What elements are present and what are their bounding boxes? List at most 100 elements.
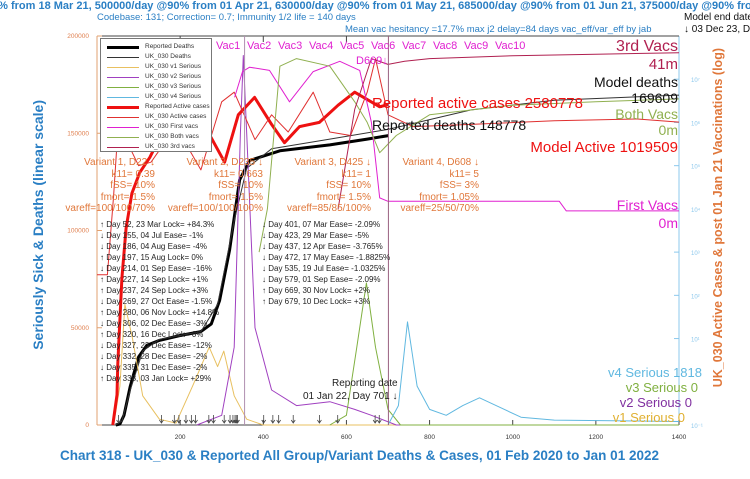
variant-vareff: vareff=100/100/70% — [65, 203, 155, 214]
variant-vareff: vareff=85/85/100% — [286, 203, 371, 214]
series-uk-030-v1-serious — [113, 303, 679, 426]
series-layer — [97, 52, 680, 427]
vac-label: Vac10 — [495, 40, 526, 52]
model-active-label: Model Active 1019509 — [530, 139, 678, 156]
legend-item: UK_030 v4 Serious — [107, 92, 201, 102]
variant-k11: k11= 0.663 — [213, 168, 263, 180]
x-tick-label: 1400 — [672, 434, 687, 441]
legend-label: UK_030 v4 Serious — [145, 93, 202, 100]
legend-swatch — [107, 105, 139, 109]
y2-tick-label: 10¹ — [691, 338, 700, 344]
event-markers — [116, 36, 389, 425]
series-uk-030-deaths — [115, 94, 680, 426]
event-arrow-icon — [372, 415, 378, 424]
model-deaths-value: 169609 — [631, 90, 678, 106]
legend-label: UK_030 Active cases — [145, 113, 207, 120]
third-vacs-label: 3rd Vacs — [616, 38, 678, 55]
legend-label: UK_030 First vacs — [145, 123, 199, 130]
event-annotation: ↓ Day 579, 01 Sep Ease= -2.09% — [262, 275, 381, 284]
vac-label: Vac9 — [464, 40, 489, 52]
x-tick-label: 400 — [258, 434, 269, 441]
x-tick-label: 600 — [341, 434, 352, 441]
reported-deaths-label: Reported deaths 148778 — [372, 117, 527, 133]
v4-serious-label: v4 Serious 1818 — [608, 365, 702, 380]
x-tick-label: 200 — [175, 434, 186, 441]
chart-header-line3: Mean vac hesitancy =17.7% max j2 delay=8… — [345, 24, 652, 35]
first-vacs-value: 0m — [658, 215, 678, 231]
event-arrow-icon — [270, 415, 276, 424]
y2-tick-label: 10⁻¹ — [691, 424, 703, 430]
event-arrow-icon — [116, 415, 121, 424]
variant-fss: fSS= 3% — [439, 180, 479, 191]
y2-axis-title: UK_030 Active Cases & post 01 Jan 21 Vac… — [711, 48, 725, 388]
vac-label: Vac4 — [309, 40, 334, 52]
event-arrow-icon — [290, 415, 296, 424]
variant-4-annotation: Variant 4, D608 ↓ k11= 5 fSS= 3% fmort= 1.0… — [379, 157, 480, 215]
legend-swatch — [107, 86, 139, 88]
series-reported-deaths — [115, 134, 389, 427]
legend-label: UK_030 v2 Serious — [145, 73, 202, 80]
event-annotation: ↓ Day 335, 31 Dec Ease= -2% — [100, 363, 208, 372]
event-arrow-icon — [211, 415, 216, 424]
variant-title: Variant 4, D608 ↓ — [402, 157, 479, 168]
reported-active-label: Reported active cases 2580778 — [372, 95, 583, 112]
event-arrow-icon — [206, 415, 212, 424]
event-arrow-icon — [376, 415, 382, 424]
event-annotation: ↓ Day 535, 19 Jul Ease= -1.0325% — [262, 264, 386, 273]
model-end-date: Model end date ↓ 03 Dec 23, Day — [684, 12, 750, 36]
legend-swatch — [107, 116, 139, 118]
legend-item: UK_030 Both vacs — [107, 132, 199, 142]
event-annotation: ↓ Day 269, 27 Oct Ease= -1.5% — [100, 297, 213, 306]
x-tick-label: 1200 — [589, 434, 604, 441]
event-annotation: ↓ Day 401, 07 Mar Ease= -2.09% — [262, 220, 381, 229]
y2-tick-label: 10³ — [691, 251, 700, 257]
v2-serious-label: v2 Serious 0 — [619, 395, 692, 410]
series-uk-030-3rd-vacs — [337, 52, 680, 209]
event-arrow-icon — [193, 415, 198, 424]
model-end-value: ↓ 03 Dec 23, Day — [684, 24, 750, 35]
legend-swatch — [107, 76, 139, 78]
v3-serious-label: v3 Serious 0 — [625, 380, 698, 395]
chart-header-line2: Codebase: 131; Correction= 0.7; Immunity… — [97, 12, 356, 23]
third-vacs-value: 41m — [648, 56, 678, 73]
y-tick-label: 150000 — [67, 130, 89, 137]
vac-label: Vac8 — [433, 40, 458, 52]
event-annotation: ↓ Day 332, 28 Dec Ease= -2% — [100, 352, 208, 361]
variant-1-annotation: Variant 1, D22 ↓ k11= 0.39 fSS= 10% fmort= … — [55, 157, 155, 215]
event-annotation: ↑ Day 320, 16 Dec Lock= 0% — [100, 330, 204, 339]
variant-title: Variant 1, D22 ↓ — [84, 157, 155, 168]
event-annotation: ↓ Day 306, 02 Dec Ease= -3% — [100, 319, 208, 328]
legend-swatch — [107, 96, 139, 98]
legend-swatch — [107, 56, 139, 58]
event-arrow-icon — [159, 415, 164, 424]
event-arrow-icon — [227, 415, 233, 424]
legend-item: UK_030 First vacs — [107, 122, 198, 132]
legend-swatch — [107, 126, 139, 128]
event-arrow-icon — [335, 415, 341, 424]
variant-fmort: fmort= 1.05% — [419, 191, 479, 203]
x-tick-label: 1000 — [505, 434, 520, 441]
legend-item: Reported Active cases — [107, 102, 210, 112]
series-uk-030-v3-serious — [329, 282, 679, 426]
y-tick-label: 200000 — [67, 33, 89, 40]
event-annotation: ↑ Day 227, 14 Sep Lock= +1% — [100, 275, 209, 284]
vac-last-day: D669↓ — [356, 55, 388, 67]
model-end-label: Model end date — [684, 12, 750, 23]
legend-item: UK_030 v3 Serious — [107, 82, 201, 92]
variant-fmort: fmort= 1.5% — [316, 191, 371, 203]
event-arrow-icon — [261, 415, 267, 424]
event-annotation: ↑ Day 669, 30 Nov Lock= +2% — [262, 286, 371, 295]
event-annotation: ↓ Day 186, 04 Aug Ease= -4% — [100, 242, 207, 251]
variant-k11: k11= 0.39 — [111, 168, 155, 180]
variant-2-annotation: Variant 2, D235 ↓ k11= 0.663 fSS= 10% fmort… — [163, 157, 263, 215]
y-tick-label: 0 — [85, 422, 89, 429]
event-annotation: ↑ Day 52, 23 Mar Lock= +84.3% — [100, 220, 215, 229]
event-annotation: ↓ Day 437, 12 Apr Ease= -3.765% — [262, 242, 383, 251]
legend-item: UK_030 v2 Serious — [107, 72, 201, 82]
vac-label: Vac6 — [371, 40, 396, 52]
legend-label: Reported Active cases — [145, 103, 210, 110]
legend-swatch — [107, 66, 139, 68]
variant-title: Variant 2, D235 ↓ — [186, 157, 263, 168]
y-tick-label: 100000 — [67, 228, 89, 235]
